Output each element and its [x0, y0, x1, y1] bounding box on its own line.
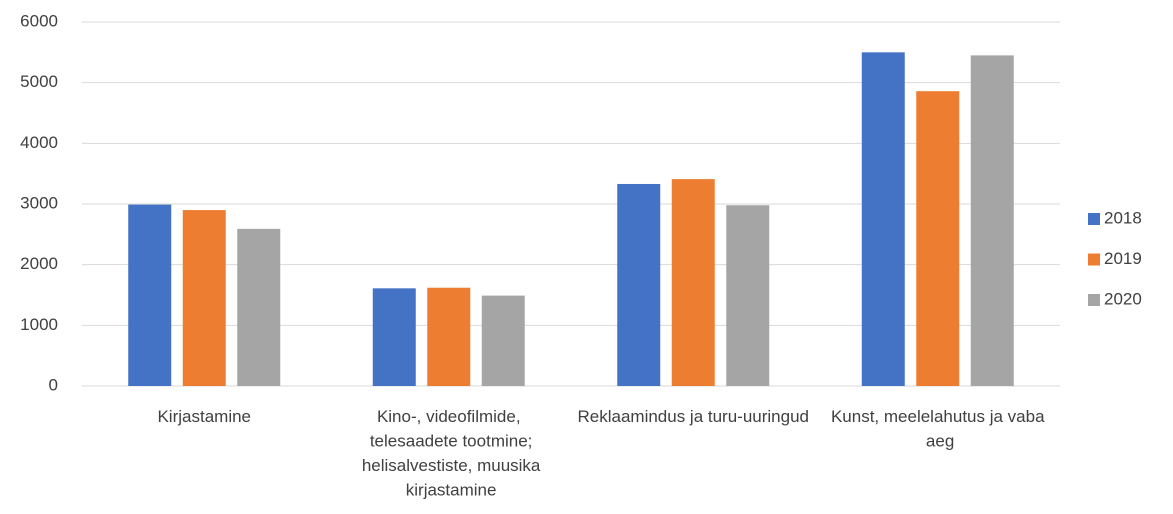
legend-swatch [1088, 213, 1100, 225]
y-tick-label: 4000 [20, 133, 58, 152]
bar [861, 52, 905, 386]
y-tick-label: 6000 [20, 11, 58, 30]
y-tick-label: 1000 [20, 315, 58, 334]
bar [182, 210, 226, 386]
y-tick-label: 0 [49, 375, 58, 394]
bar [617, 183, 661, 386]
bar [481, 295, 525, 386]
y-tick-label: 3000 [20, 193, 58, 212]
bar [237, 228, 281, 386]
x-tick-label: Kino-, videofilmide, telesaadete tootmin… [357, 407, 541, 500]
y-tick-label: 2000 [20, 254, 58, 273]
legend-label: 2020 [1104, 289, 1142, 308]
bar [916, 91, 960, 386]
bar [970, 55, 1014, 386]
bar [671, 179, 715, 386]
bar [372, 288, 416, 386]
bar [726, 205, 770, 386]
x-tick-label: Kunst, meelelahutus ja vaba aeg [831, 407, 1045, 451]
legend-swatch [1088, 253, 1100, 266]
bar [427, 287, 471, 386]
legend-swatch [1088, 294, 1100, 306]
y-tick-label: 5000 [20, 72, 58, 91]
legend-label: 2019 [1104, 249, 1142, 268]
x-tick-label: Kirjastamine [157, 407, 251, 426]
x-tick-label: Reklaamindus ja turu-uuringud [577, 407, 809, 426]
legend-label: 2018 [1104, 208, 1142, 227]
bar [128, 204, 172, 386]
